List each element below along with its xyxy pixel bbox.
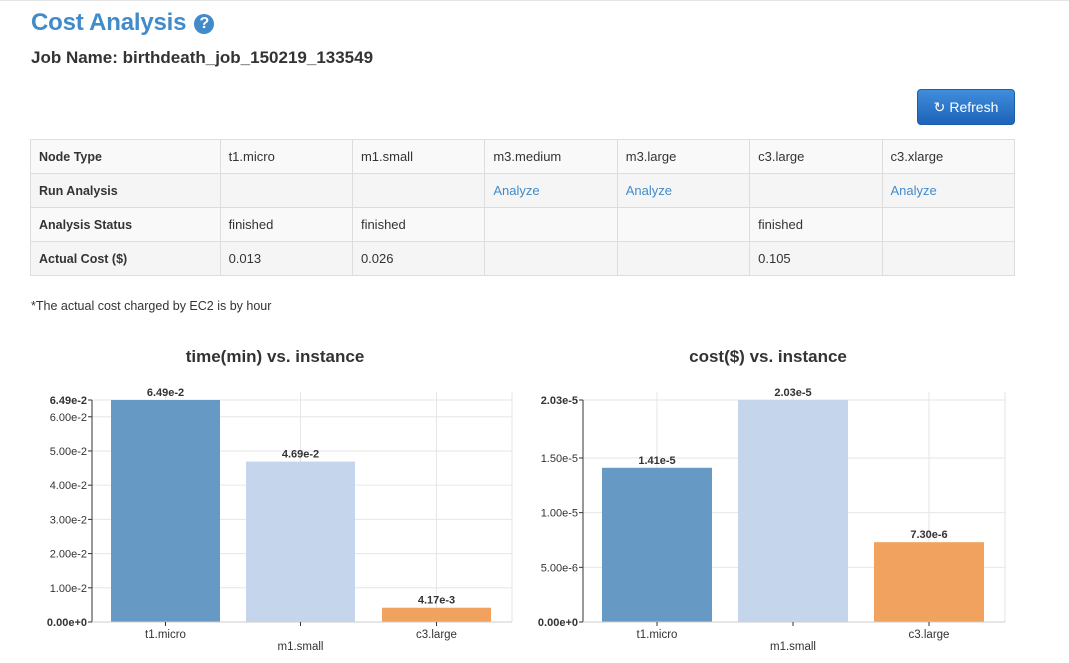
chart-title-time: time(min) vs. instance [185,347,365,366]
table-cell [219,173,353,208]
table-cell: m3.large [616,139,751,174]
x-tick-label: c3.large [416,629,457,641]
y-tick-label: 3.00e-2 [50,514,87,526]
cost-table: Node Type t1.micro m1.small m3.medium m3.lar… [30,139,1016,276]
y-tick-label: 0.00e+0 [538,617,578,629]
chart-title-cost: cost($) vs. instance [689,347,847,366]
y-tick-label: 1.50e-5 [541,453,578,465]
table-cell: Analyze [484,173,618,208]
page-title: Cost Analysis? [31,9,215,37]
y-tick-label: 6.00e-2 [50,412,87,424]
table-cell [881,241,1016,276]
refresh-button[interactable]: ↻ Refresh [917,89,1015,125]
table-cell [484,207,618,242]
page-title-text: Cost Analysis [31,9,187,36]
table-cell: c3.xlarge [881,139,1016,174]
table-cell [351,173,486,208]
table-row: Actual Cost ($) 0.013 0.026 0.105 [30,241,1016,276]
bar-value-label: 7.30e-6 [910,529,947,541]
table-row: Run Analysis Analyze Analyze Analyze [30,173,1016,208]
table-cell: t1.micro [219,139,353,174]
table-cell: m1.small [351,139,486,174]
x-tick-label: t1.micro [637,629,678,641]
cost-chart: 0.00e+0 5.00e-6 1.00e-5 1.50e-5 2.03e-5 1.41e… [538,387,1006,653]
table-cell: finished [219,207,353,242]
y-tick-label: 0.00e+0 [47,617,87,629]
refresh-icon: ↻ [933,98,946,115]
top-divider [0,0,1069,1]
table-cell: 0.026 [351,241,486,276]
bar [874,542,984,622]
help-icon[interactable]: ? [194,14,215,34]
y-tick-label: 4.00e-2 [50,480,87,492]
refresh-button-label: Refresh [949,99,999,115]
row-header: Analysis Status [30,207,221,242]
bar [602,467,712,622]
bar [382,607,491,622]
bar-value-label: 4.69e-2 [282,449,319,461]
footnote: *The actual cost charged by EC2 is by ho… [31,299,272,313]
y-tick-label: 5.00e-2 [50,446,87,458]
bar-value-label: 4.17e-3 [418,595,455,607]
table-row: Analysis Status finished finished finished [30,207,1016,242]
x-tick-label: t1.micro [145,629,186,641]
table-cell: 0.105 [749,241,883,276]
analyze-link[interactable]: Analyze [493,183,540,198]
y-tick-label: 2.00e-2 [50,549,87,561]
x-tick-label: m1.small [277,641,323,653]
table-cell: m3.medium [484,139,618,174]
row-header: Actual Cost ($) [30,241,221,276]
bar [738,400,848,622]
time-chart: 0.00e+0 1.00e-2 2.00e-2 3.00e-2 4.00e-2 5.00e… [47,387,513,653]
job-name: Job Name: birthdeath_job_150219_133549 [31,48,374,67]
table-cell [749,173,883,208]
bar-value-label: 2.03e-5 [774,387,811,399]
table-cell: Analyze [616,173,751,208]
y-tick-label: 6.49e-2 [50,395,87,407]
table-cell: Analyze [881,173,1016,208]
bar [111,400,220,622]
table-cell: 0.013 [219,241,353,276]
y-tick-label: 2.03e-5 [541,395,578,407]
table-row: Node Type t1.micro m1.small m3.medium m3.lar… [30,139,1016,174]
analyze-link[interactable]: Analyze [625,183,672,198]
x-tick-label: m1.small [770,641,816,653]
bar-value-label: 1.41e-5 [638,455,675,467]
table-cell [616,207,751,242]
y-tick-label: 5.00e-6 [541,562,578,574]
table-cell [484,241,618,276]
table-cell [881,207,1016,242]
bar [246,461,355,622]
table-cell [616,241,751,276]
y-tick-label: 1.00e-2 [50,583,87,595]
analyze-link[interactable]: Analyze [890,183,937,198]
x-tick-label: c3.large [909,629,950,641]
table-cell: finished [351,207,486,242]
row-header: Node Type [30,139,221,174]
bar-value-label: 6.49e-2 [147,387,184,399]
y-tick-label: 1.00e-5 [541,508,578,520]
table-cell: finished [749,207,883,242]
table-cell: c3.large [749,139,883,174]
row-header: Run Analysis [30,173,221,208]
